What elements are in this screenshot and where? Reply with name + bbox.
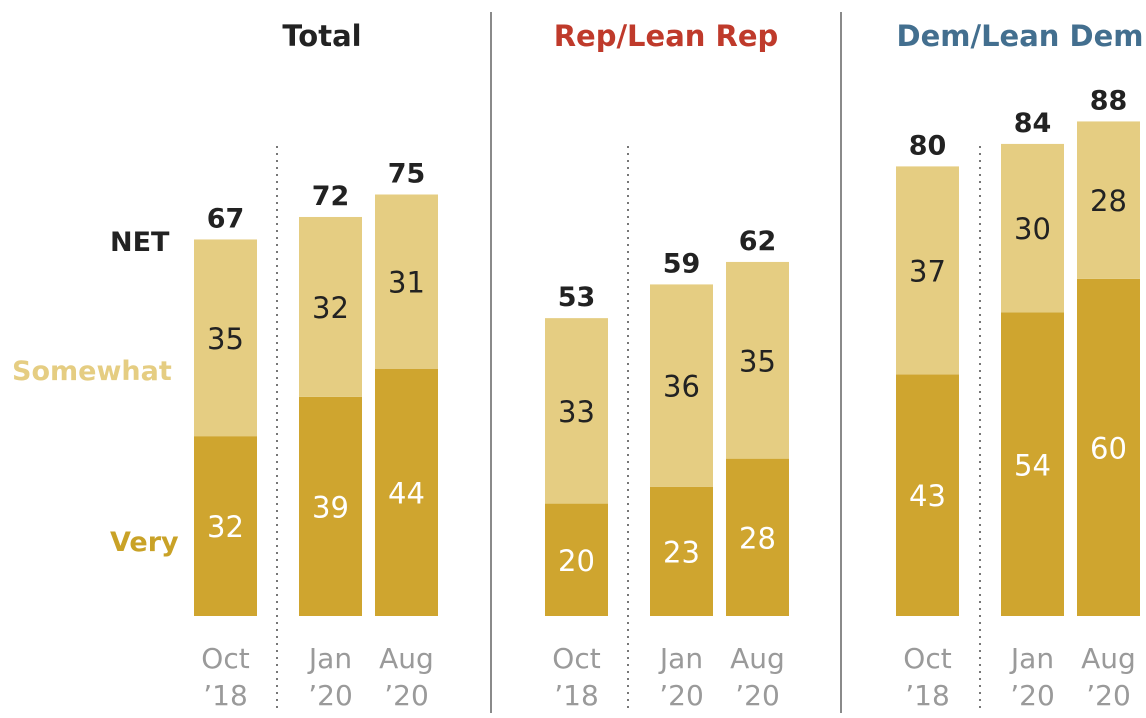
- category-label-p3-3-line2: ’20: [1086, 679, 1131, 712]
- legend-very: Very: [110, 527, 179, 558]
- legend-net: NET: [110, 227, 170, 258]
- label-net-p3-1: 80: [909, 130, 947, 161]
- bar-somewhat-p2-3: [726, 261, 789, 459]
- label-somewhat-p1-3: 31: [388, 266, 425, 300]
- category-label-p2-1-line1: Oct: [552, 642, 600, 675]
- label-very-p2-2: 23: [663, 535, 700, 569]
- panel-title-1: Total: [282, 19, 361, 53]
- category-label-p2-2-line2: ’20: [659, 679, 704, 712]
- bar-very-p1-1: [194, 436, 257, 616]
- label-very-p3-1: 43: [909, 479, 946, 513]
- category-label-p1-1-line1: Oct: [201, 642, 249, 675]
- bar-very-p2-2: [650, 486, 713, 616]
- label-net-p3-2: 84: [1014, 108, 1052, 139]
- bar-somewhat-p3-3: [1077, 121, 1140, 279]
- category-label-p3-2-line2: ’20: [1010, 679, 1055, 712]
- bar-very-p1-2: [299, 396, 362, 616]
- label-very-p2-1: 20: [558, 544, 595, 578]
- panel-title-3: Dem/Lean Dem: [897, 19, 1144, 53]
- bar-very-p3-1: [896, 374, 959, 616]
- label-net-p1-3: 75: [388, 159, 426, 190]
- bar-very-p2-3: [726, 458, 789, 616]
- label-net-p3-3: 88: [1090, 85, 1128, 116]
- category-label-p1-3-line2: ’20: [384, 679, 429, 712]
- label-somewhat-p3-3: 28: [1090, 184, 1127, 218]
- category-label-p2-3-line2: ’20: [735, 679, 780, 712]
- category-label-p1-1-line2: ’18: [203, 679, 248, 712]
- category-label-p1-3-line1: Aug: [379, 642, 434, 675]
- label-somewhat-p2-3: 35: [739, 344, 776, 378]
- category-label-p1-2-line2: ’20: [308, 679, 353, 712]
- panel-title-2: Rep/Lean Rep: [554, 19, 779, 53]
- label-net-p2-1: 53: [558, 282, 596, 313]
- label-somewhat-p2-2: 36: [663, 370, 700, 404]
- bar-very-p1-3: [375, 368, 438, 616]
- label-very-p1-2: 39: [312, 490, 349, 524]
- label-net-p2-2: 59: [663, 248, 701, 279]
- bar-somewhat-p2-2: [650, 284, 713, 487]
- category-label-p3-3-line1: Aug: [1081, 642, 1136, 675]
- category-label-p2-3-line1: Aug: [730, 642, 785, 675]
- bar-somewhat-p2-1: [545, 318, 608, 504]
- bar-very-p3-2: [1001, 312, 1064, 616]
- legend-somewhat: Somewhat: [12, 356, 172, 387]
- category-label-p3-1-line2: ’18: [905, 679, 950, 712]
- category-label-p3-1-line1: Oct: [903, 642, 951, 675]
- category-label-p2-1-line2: ’18: [554, 679, 599, 712]
- label-somewhat-p1-2: 32: [312, 291, 349, 325]
- bar-somewhat-p1-1: [194, 239, 257, 437]
- label-very-p1-1: 32: [207, 510, 244, 544]
- bar-very-p2-1: [545, 503, 608, 616]
- bar-somewhat-p1-3: [375, 194, 438, 369]
- bar-very-p3-3: [1077, 278, 1140, 616]
- label-somewhat-p3-1: 37: [909, 254, 946, 288]
- label-very-p1-3: 44: [388, 476, 425, 510]
- label-net-p1-1: 67: [207, 203, 245, 234]
- label-very-p3-3: 60: [1090, 431, 1127, 465]
- category-label-p1-2-line1: Jan: [307, 642, 352, 675]
- bar-somewhat-p3-2: [1001, 143, 1064, 313]
- category-label-p3-2-line1: Jan: [1009, 642, 1054, 675]
- label-somewhat-p2-1: 33: [558, 395, 595, 429]
- label-very-p3-2: 54: [1014, 448, 1051, 482]
- label-net-p2-3: 62: [739, 226, 777, 257]
- bar-somewhat-p1-2: [299, 216, 362, 397]
- label-somewhat-p1-1: 35: [207, 322, 244, 356]
- label-somewhat-p3-2: 30: [1014, 212, 1051, 246]
- label-very-p2-3: 28: [739, 521, 776, 555]
- category-label-p2-2-line1: Jan: [658, 642, 703, 675]
- bar-somewhat-p3-1: [896, 166, 959, 375]
- label-net-p1-2: 72: [312, 181, 350, 212]
